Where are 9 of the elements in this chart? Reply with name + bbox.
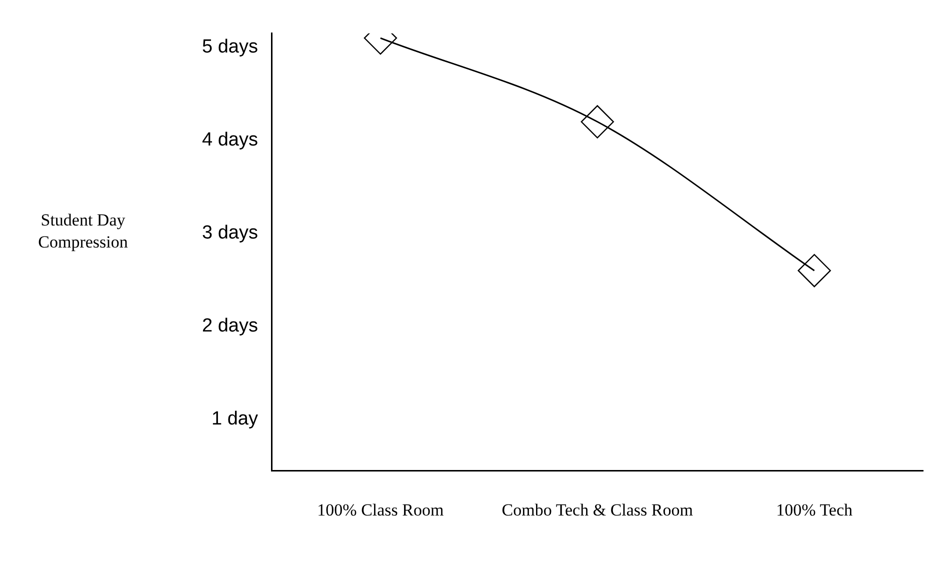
x-tick-label: Combo Tech & Class Room	[502, 500, 693, 520]
y-tick-label: 5 days	[202, 36, 258, 58]
x-tick-label: 100% Class Room	[317, 500, 444, 520]
x-tick-label: 100% Tech	[776, 500, 854, 520]
y-tick-label: 1 day	[211, 408, 258, 430]
y-axis-title: Student Day Compression	[38, 210, 128, 252]
y-tick-label: 2 days	[202, 316, 258, 337]
y-tick-label: 3 days	[202, 222, 258, 244]
y-tick-label: 4 days	[202, 130, 258, 151]
